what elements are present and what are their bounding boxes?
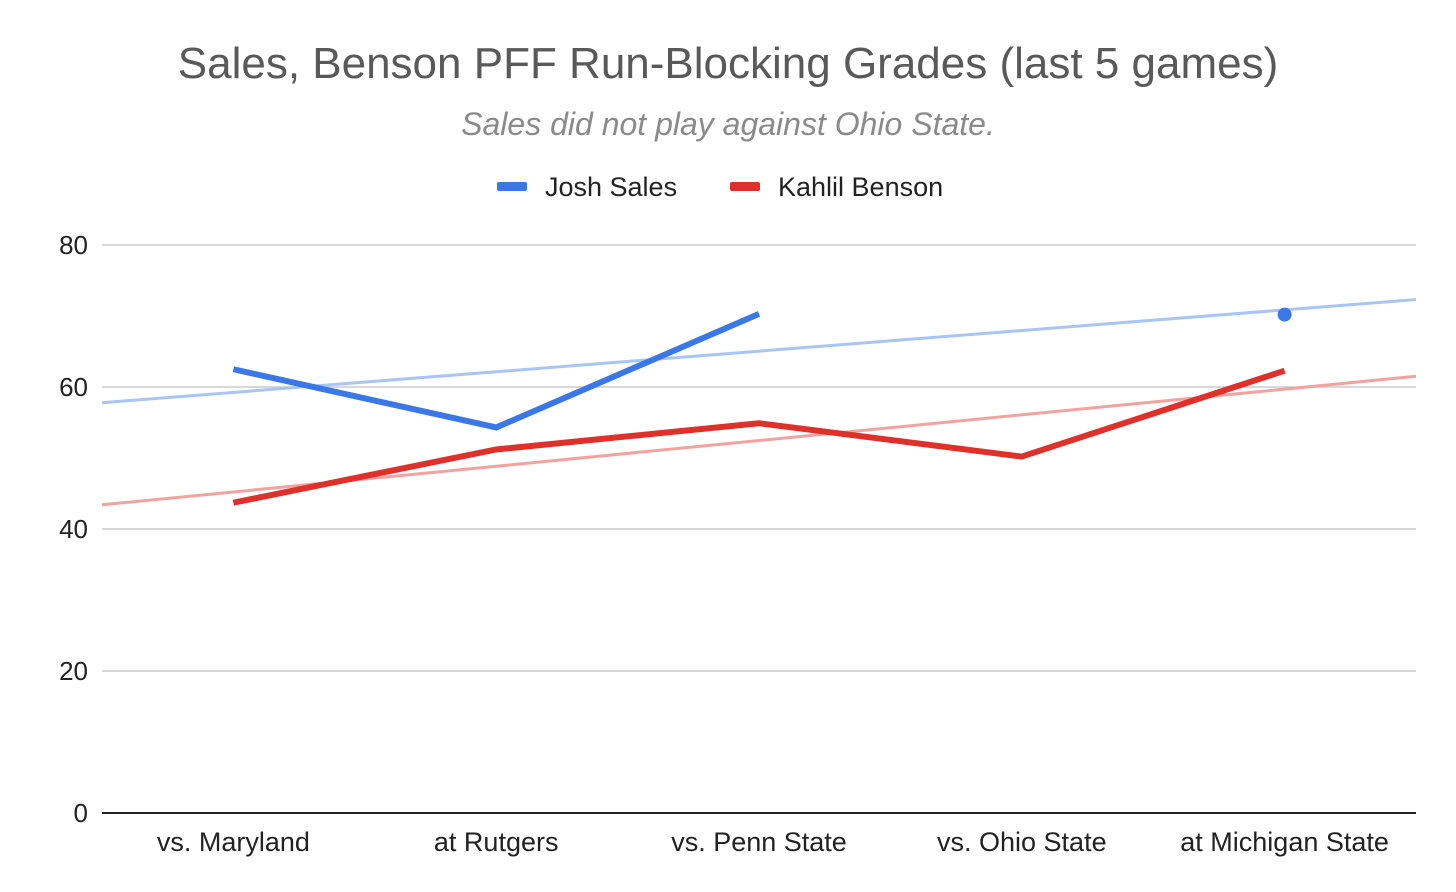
x-tick-label: vs. Penn State <box>671 827 847 857</box>
x-tick-label: vs. Maryland <box>157 827 310 857</box>
legend-swatch-josh-sales <box>497 182 527 191</box>
trendlines <box>101 298 1417 507</box>
series-lines <box>232 307 1292 506</box>
x-tick-label: at Michigan State <box>1180 827 1389 857</box>
y-axis-ticks: 0 20 40 60 80 <box>59 230 88 828</box>
series-line <box>232 367 1286 506</box>
legend-label-kahlil-benson: Kahlil Benson <box>778 172 943 202</box>
x-tick-label: vs. Ohio State <box>937 827 1107 857</box>
x-axis-labels: vs. Maryland at Rutgers vs. Penn State vs. … <box>157 827 1389 857</box>
x-tick-label: at Rutgers <box>434 827 559 857</box>
legend: Josh Sales Kahlil Benson <box>497 172 943 202</box>
series-line <box>232 311 761 431</box>
chart-title: Sales, Benson PFF Run-Blocking Grades (l… <box>178 39 1278 88</box>
y-tick-label: 40 <box>59 514 88 544</box>
y-tick-label: 80 <box>59 230 88 260</box>
y-tick-label: 0 <box>74 798 88 828</box>
trendline <box>101 298 1417 405</box>
legend-label-josh-sales: Josh Sales <box>545 172 677 202</box>
legend-swatch-kahlil-benson <box>730 182 760 191</box>
trendline <box>101 374 1417 507</box>
gridlines <box>102 244 1416 672</box>
chart-subtitle: Sales did not play against Ohio State. <box>461 106 995 142</box>
y-tick-label: 20 <box>59 656 88 686</box>
y-tick-label: 60 <box>59 372 88 402</box>
data-point <box>1277 307 1292 322</box>
